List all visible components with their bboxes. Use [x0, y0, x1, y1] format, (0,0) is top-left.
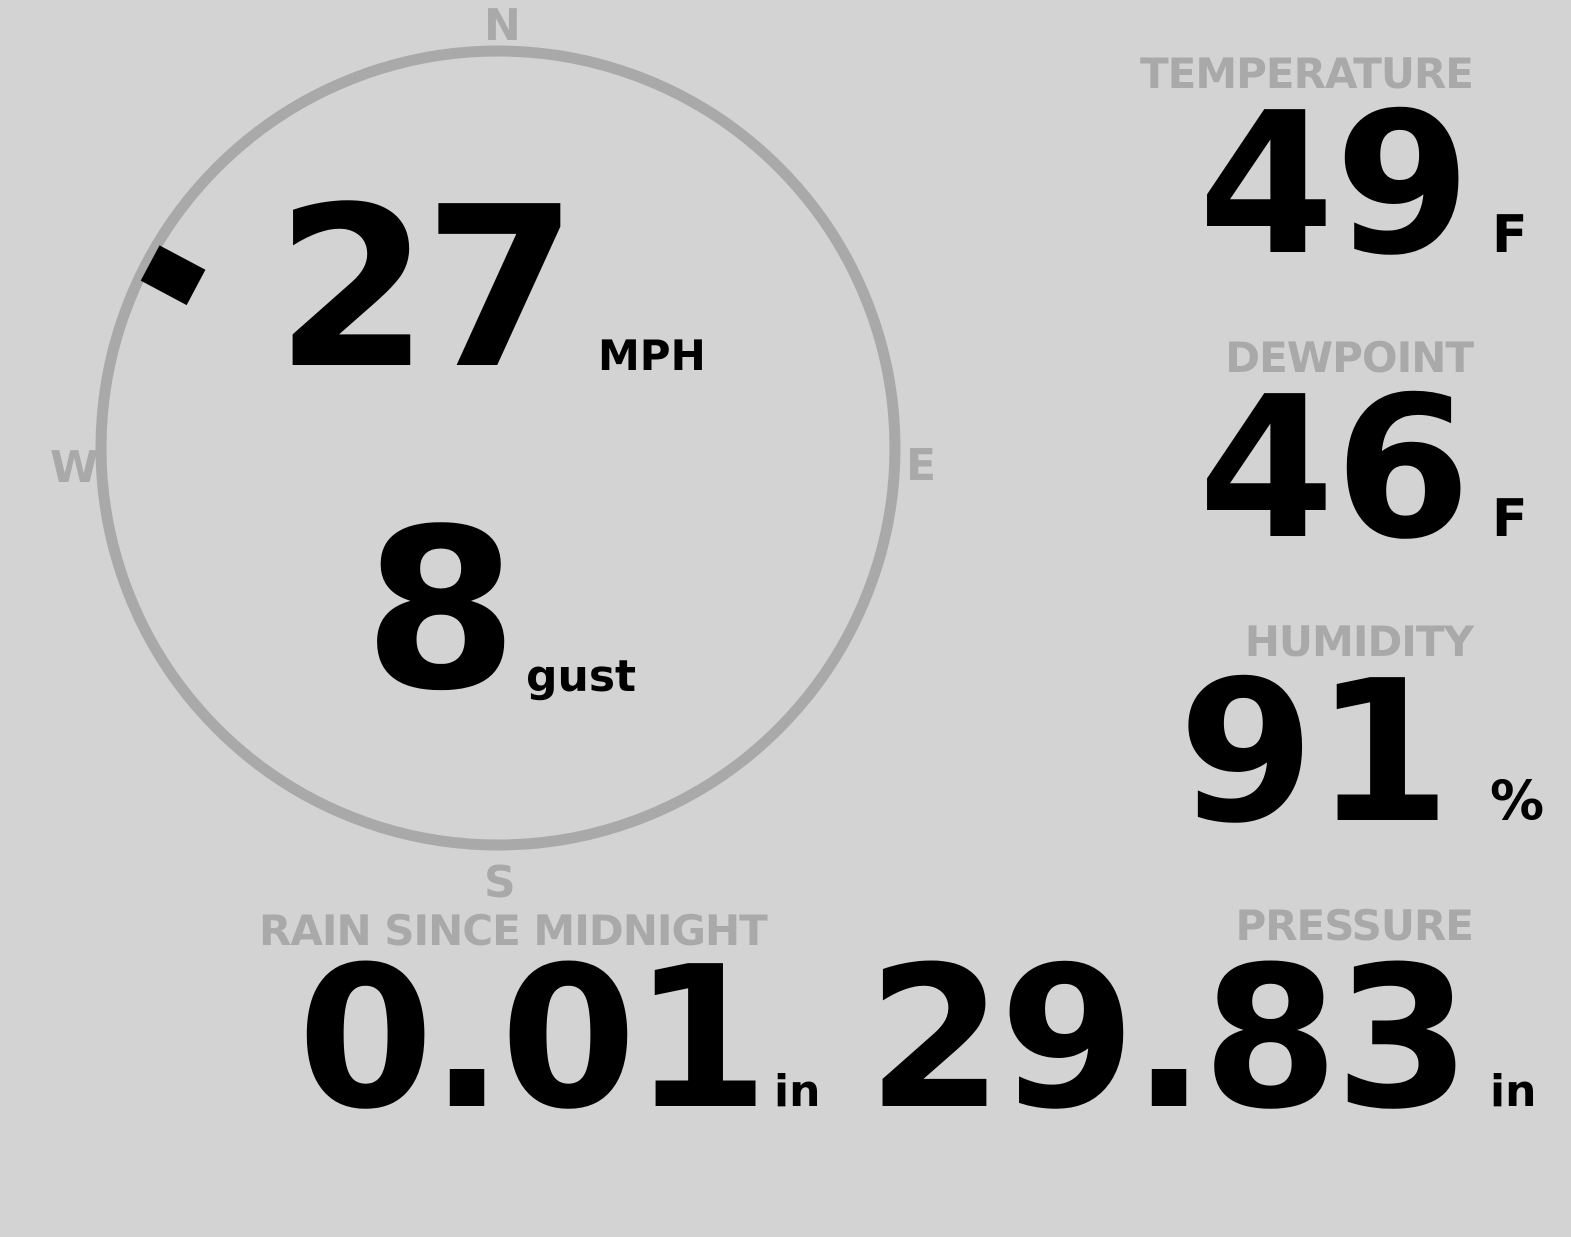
wind-speed-value: 27: [275, 160, 578, 418]
pressure-value: 29.83: [867, 925, 1471, 1153]
temperature-value: 49: [1198, 71, 1471, 299]
wind-direction-marker: [140, 245, 206, 306]
humidity-label: HUMIDITY: [1244, 617, 1474, 666]
pressure-unit: in: [1490, 1066, 1537, 1117]
pressure-label: PRESSURE: [1235, 901, 1474, 950]
gust-unit: gust: [526, 651, 637, 702]
humidity-unit: %: [1490, 769, 1545, 832]
wind-speed-unit: MPH: [598, 331, 706, 380]
compass-east: E: [906, 440, 937, 491]
gust-value: 8: [363, 482, 518, 740]
temperature-label: TEMPERATURE: [1140, 49, 1474, 98]
rain-unit: in: [774, 1066, 821, 1117]
dewpoint-unit: F: [1492, 489, 1528, 549]
rain-label: RAIN SINCE MIDNIGHT: [259, 906, 768, 955]
rain-value: 0.01: [297, 925, 769, 1153]
compass-west: W: [50, 442, 99, 493]
dewpoint-label: DEWPOINT: [1225, 333, 1474, 382]
temperature-unit: F: [1492, 205, 1528, 265]
compass-north: N: [484, 0, 521, 51]
compass-south: S: [484, 857, 516, 908]
compass-ring: [95, 45, 901, 851]
humidity-value: 91: [1178, 639, 1451, 867]
dewpoint-value: 46: [1198, 355, 1471, 583]
